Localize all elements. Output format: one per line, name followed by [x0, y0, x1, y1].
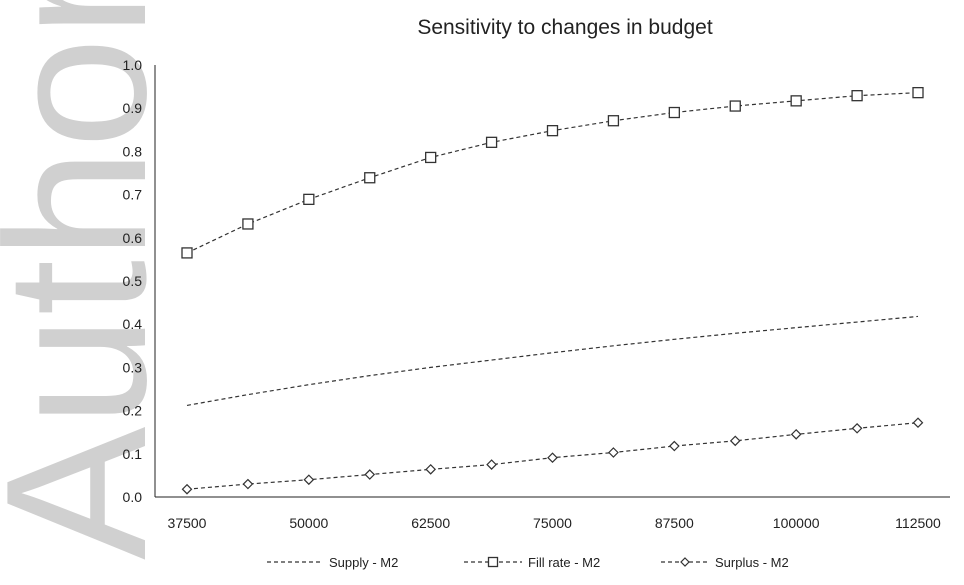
data-point-square [790, 95, 802, 107]
data-point-square [242, 218, 254, 230]
y-tick-label: 0.1 [123, 446, 143, 462]
x-tick-label: 37500 [168, 515, 207, 531]
x-tick-label: 75000 [533, 515, 572, 531]
legend-item: Fill rate - M2 [464, 555, 600, 570]
data-point-diamond [486, 459, 497, 470]
series-line [186, 315, 919, 407]
data-point-square [546, 125, 559, 137]
series-fill-rate-m2 [181, 86, 924, 259]
y-tick-label: 0.3 [123, 359, 143, 375]
legend-label: Fill rate - M2 [528, 555, 600, 570]
legend-label: Supply - M2 [329, 555, 398, 570]
y-tick-label: 0.2 [123, 403, 143, 419]
data-point-square [487, 556, 499, 568]
data-point-square [364, 172, 376, 184]
data-point-diamond [425, 464, 437, 475]
axes: 0.0 0.1 0.2 0.3 0.4 0.5 0.6 0.7 0.8 0.9 1.0 37500 50… [123, 57, 950, 531]
y-tick-label: 1.0 [123, 57, 143, 73]
watermark-text: Author Manuscript [0, 0, 188, 560]
data-point-diamond [729, 435, 741, 447]
data-point-square [668, 106, 680, 119]
data-point-diamond [608, 447, 619, 458]
data-point-square [607, 115, 620, 127]
data-point-diamond [242, 478, 254, 490]
data-point-diamond [547, 452, 558, 464]
y-tick-label: 0.9 [123, 100, 143, 116]
y-tick-label: 0.5 [123, 273, 143, 289]
data-point-square [912, 86, 924, 99]
data-point-square [851, 90, 863, 102]
chart-title: Sensitivity to changes in budget [417, 16, 713, 39]
data-point-diamond [668, 440, 680, 452]
data-point-square [303, 193, 315, 206]
data-point-diamond [303, 474, 315, 486]
series-supply-m2 [186, 315, 919, 407]
x-tick-label: 62500 [411, 515, 450, 531]
watermark: Author Manuscript [0, 0, 188, 560]
series-surplus-m2 [181, 417, 924, 495]
x-tick-label: 100000 [773, 515, 820, 531]
data-point-diamond [912, 417, 924, 429]
data-point-diamond [680, 557, 690, 567]
legend-item: Surplus - M2 [661, 555, 789, 570]
data-point-square [425, 151, 437, 164]
y-tick-label: 0.7 [123, 187, 143, 203]
legend-item: Supply - M2 [267, 555, 398, 570]
y-tick-label: 0.0 [123, 489, 143, 505]
legend: Supply - M2 Fill rate - M2 Surplus - M2 [267, 555, 789, 570]
data-point-square [485, 136, 498, 148]
data-point-diamond [364, 469, 376, 480]
series-line [186, 92, 919, 254]
y-tick-label: 0.8 [123, 143, 143, 159]
y-tick-label: 0.4 [123, 316, 143, 332]
data-point-diamond [790, 429, 802, 440]
y-tick-label: 0.6 [123, 230, 143, 246]
x-tick-label: 112500 [895, 515, 941, 531]
x-tick-label: 50000 [289, 515, 328, 531]
legend-label: Surplus - M2 [715, 555, 789, 570]
data-point-diamond [181, 483, 193, 495]
data-point-square [729, 100, 741, 112]
series-layer [181, 86, 924, 495]
x-tick-label: 87500 [655, 515, 694, 531]
data-point-diamond [851, 422, 863, 434]
data-point-square [181, 247, 193, 259]
